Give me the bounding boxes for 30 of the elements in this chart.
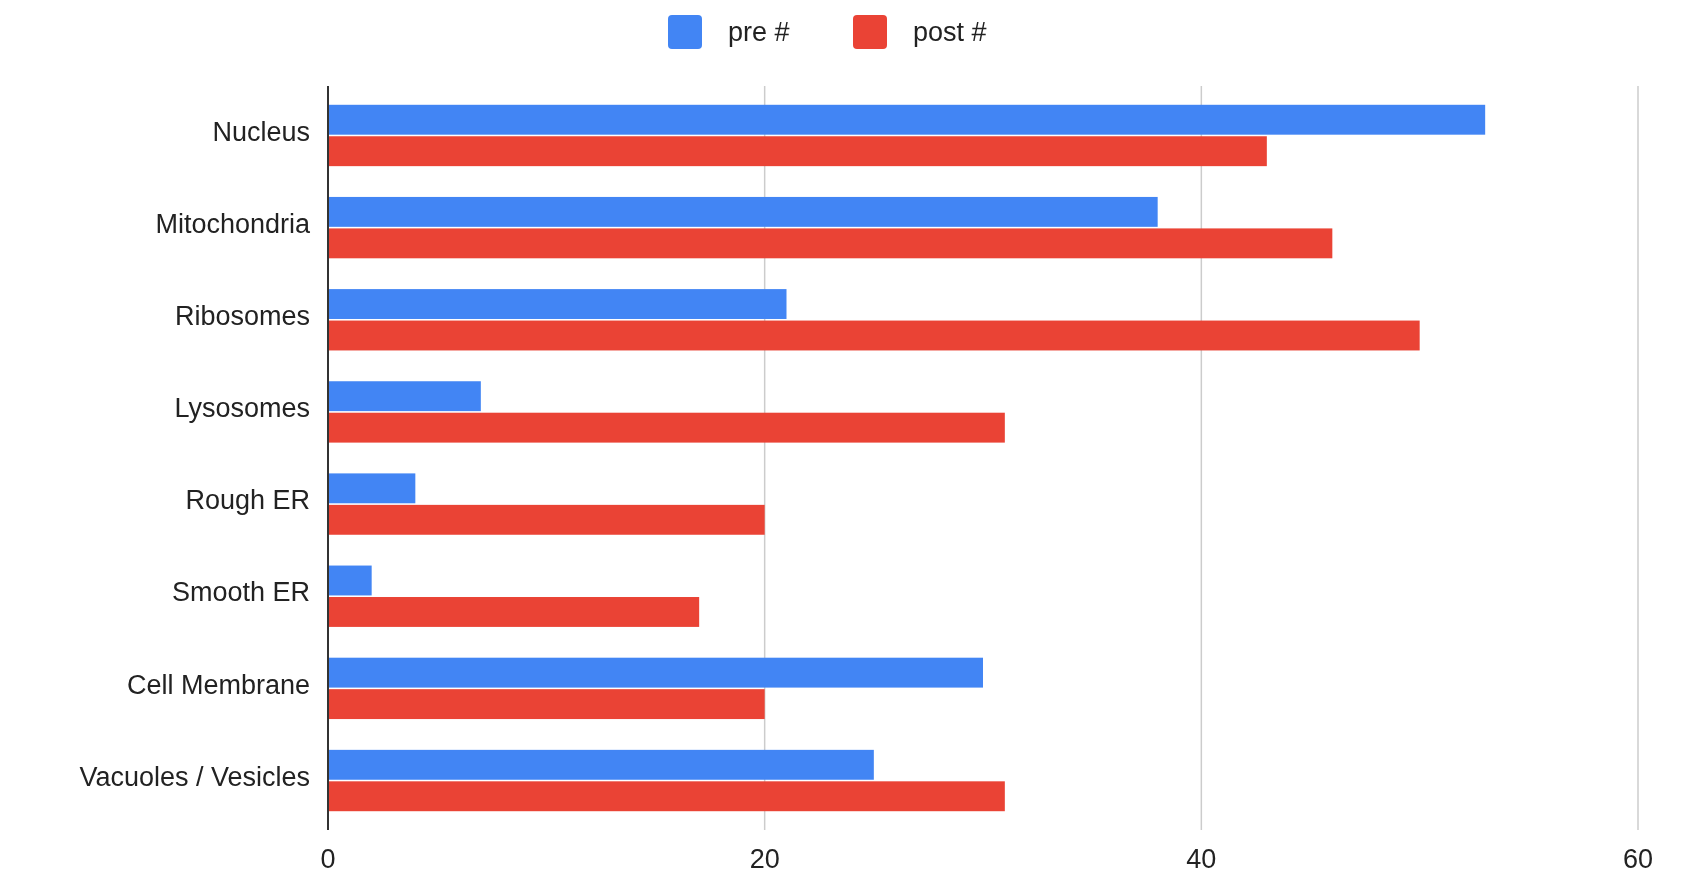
x-tick-label: 0 [320, 844, 336, 874]
x-tick-label: 40 [1186, 844, 1217, 874]
y-tick-label: Cell Membrane [126, 669, 310, 700]
y-tick-label: Nucleus [212, 116, 310, 147]
bar [328, 104, 1486, 135]
bar [328, 136, 1267, 167]
y-tick-label: Lysosomes [174, 393, 310, 424]
bar [328, 657, 983, 688]
legend-label: pre # [728, 17, 790, 47]
legend-label: post # [913, 17, 987, 47]
bar [328, 749, 874, 780]
x-tick-label: 60 [1622, 844, 1654, 874]
bar [328, 597, 700, 627]
y-tick-label: Vacuoles / Vesicles [79, 761, 310, 792]
bar [328, 565, 372, 596]
bar [328, 689, 765, 720]
bar [328, 412, 1005, 443]
bar [328, 781, 1005, 812]
bar [328, 228, 1333, 259]
y-tick-label: Ribosomes [174, 300, 310, 331]
bar [328, 381, 481, 412]
bar [328, 504, 765, 535]
bar [328, 473, 416, 504]
x-tick-label: 20 [749, 844, 780, 874]
y-tick-label: Mitochondria [155, 208, 311, 239]
bar [328, 289, 787, 319]
bar [328, 320, 1420, 351]
y-tick-label: Smooth ER [171, 577, 310, 608]
bar [328, 196, 1158, 227]
y-tick-label: Rough ER [185, 485, 310, 516]
